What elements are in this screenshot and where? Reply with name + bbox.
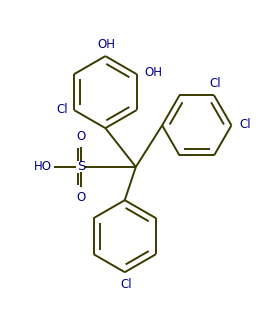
Text: S: S [77,160,85,173]
Text: O: O [76,191,86,204]
Text: O: O [76,130,86,143]
Text: OH: OH [144,66,162,79]
Text: Cl: Cl [57,103,68,116]
Text: HO: HO [34,160,52,173]
Text: Cl: Cl [120,278,132,291]
Text: Cl: Cl [210,77,221,90]
Text: Cl: Cl [239,118,251,131]
Text: OH: OH [98,38,116,51]
